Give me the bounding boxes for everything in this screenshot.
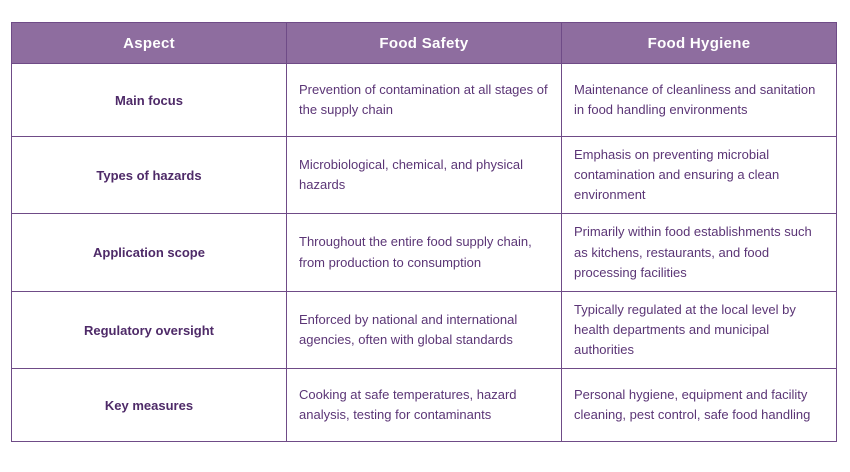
value-cell: Maintenance of cleanliness and sanitatio… xyxy=(561,63,837,137)
value-cell: Enforced by national and international a… xyxy=(286,290,562,370)
value-cell: Microbiological, chemical, and physical … xyxy=(286,135,562,215)
column-header: Aspect xyxy=(11,22,287,64)
table-row: Regulatory oversight Enforced by national… xyxy=(11,290,837,370)
aspect-cell: Types of hazards xyxy=(11,135,287,215)
table-row: Main focus Prevention of contamination at… xyxy=(11,63,837,137)
value-cell: Cooking at safe temperatures, hazard ana… xyxy=(286,368,562,443)
table-row: Key measures Cooking at safe temperatures… xyxy=(11,368,837,443)
table-body: Main focus Prevention of contamination at… xyxy=(11,63,837,443)
value-cell: Primarily within food establishments suc… xyxy=(561,213,837,292)
table-row: Types of hazards Microbiological, chemica… xyxy=(11,135,837,215)
column-header: Food Hygiene xyxy=(561,22,837,64)
value-cell: Typically regulated at the local level b… xyxy=(561,290,837,370)
value-cell: Personal hygiene, equipment and facility… xyxy=(561,368,837,443)
aspect-cell: Key measures xyxy=(11,368,287,443)
header-row: Aspect Food Safety Food Hygiene xyxy=(11,22,837,64)
value-cell: Emphasis on preventing microbial contami… xyxy=(561,135,837,215)
value-cell: Prevention of contamination at all stage… xyxy=(286,63,562,137)
aspect-cell: Main focus xyxy=(11,63,287,137)
value-cell: Throughout the entire food supply chain,… xyxy=(286,213,562,292)
aspect-cell: Application scope xyxy=(11,213,287,292)
column-header: Food Safety xyxy=(286,22,562,64)
table-row: Application scope Throughout the entire f… xyxy=(11,213,837,292)
comparison-table-container: Aspect Food Safety Food Hygiene Main focus… xyxy=(11,22,837,443)
food-safety-vs-hygiene-table: Aspect Food Safety Food Hygiene Main focus… xyxy=(11,22,837,443)
table-header: Aspect Food Safety Food Hygiene xyxy=(11,22,837,64)
aspect-cell: Regulatory oversight xyxy=(11,290,287,370)
